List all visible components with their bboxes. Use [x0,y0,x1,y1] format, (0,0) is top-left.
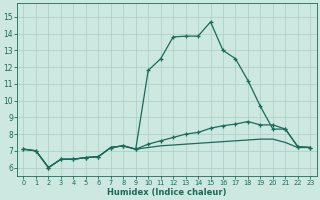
X-axis label: Humidex (Indice chaleur): Humidex (Indice chaleur) [107,188,227,197]
